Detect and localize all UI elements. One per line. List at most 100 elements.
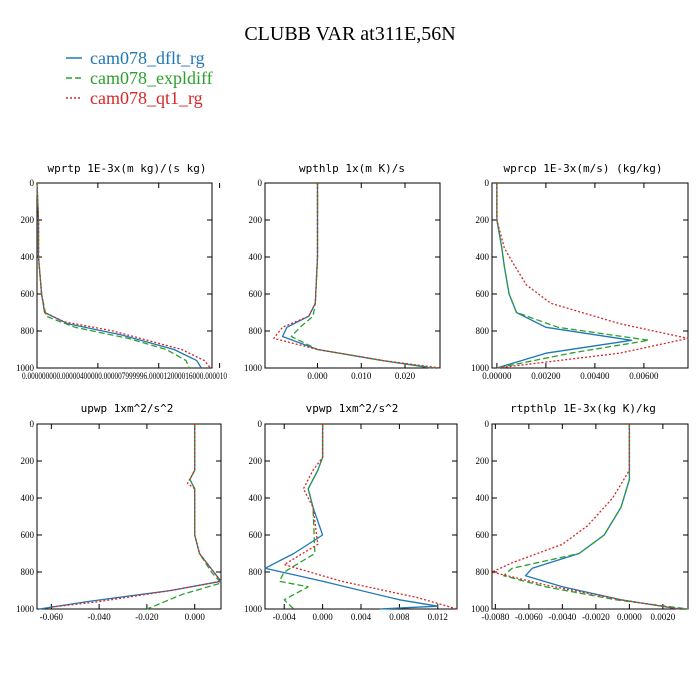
panel-title-vpwp: vpwp 1xm^2/s^2 — [306, 402, 399, 415]
series-line-cam078-qt1-rg — [491, 424, 680, 610]
x-tick-label: -0.020 — [135, 612, 159, 622]
y-tick-label: 600 — [476, 530, 490, 540]
series-line-cam078-dflt-rg — [496, 183, 633, 369]
y-tick-label: 1000 — [471, 363, 490, 373]
x-tick-label: 0.0020 — [650, 612, 675, 622]
series-line-cam078-dflt-rg — [281, 183, 432, 369]
y-tick-label: 1000 — [471, 604, 490, 614]
panel-title-wprtp: wprtp 1E-3x(m kg)/(s kg) — [48, 162, 207, 175]
series-line-cam078-qt1-rg — [36, 182, 212, 369]
y-tick-label: 600 — [21, 530, 35, 540]
y-tick-label: 800 — [476, 567, 490, 577]
x-tick-label: 0.000 — [307, 371, 328, 381]
y-tick-label: 400 — [21, 493, 35, 503]
panel-title-rtpthlp: rtpthlp 1E-3x(kg K)/kg — [510, 402, 656, 415]
panel-title-wpthlp: wpthlp 1x(m K)/s — [299, 162, 405, 175]
y-tick-label: 600 — [249, 530, 263, 540]
plot-frame — [264, 182, 441, 369]
panel-vpwp: vpwp 1xm^2/s^2 0 200 400 600 800 1000 -0.004 0.… — [244, 402, 458, 622]
x-tick-label: 0.0000 — [617, 612, 642, 622]
x-tick-label: -0.040 — [88, 612, 112, 622]
y-tick-label: 200 — [21, 215, 35, 225]
y-tick-label: 0 — [30, 178, 35, 188]
y-tick-label: 1000 — [244, 604, 263, 614]
y-tick-label: 800 — [249, 567, 263, 577]
panel-wprtp: wprtp 1E-3x(m kg)/(s kg) 0 200 400 600 800 10… — [16, 162, 227, 381]
x-tick-label: 0.004 — [351, 612, 372, 622]
panel-rtpthlp: rtpthlp 1E-3x(kg K)/kg 0 200 400 600 800 1000… — [471, 402, 689, 622]
x-tick-label: -0.0080 — [481, 612, 509, 622]
x-tick-label: 0.000 — [185, 612, 206, 622]
y-tick-label: 0 — [258, 419, 263, 429]
x-tick-label: 0.020 — [395, 371, 416, 381]
series-line-cam078-dflt-rg — [524, 424, 680, 610]
y-tick-label: 800 — [476, 326, 490, 336]
panel-wprcp: wprcp 1E-3x(m/s) (kg/kg) 0 200 400 600 800 10… — [471, 162, 689, 381]
series-line-cam078-expldiff — [36, 182, 190, 369]
series-line-cam078-qt1-rg — [273, 183, 441, 369]
x-tick-label: 0.010 — [351, 371, 372, 381]
series-line-cam078-expldiff — [278, 424, 324, 610]
y-tick-label: 0 — [258, 178, 263, 188]
legend-label-qt1: cam078_qt1_rg — [90, 88, 203, 108]
legend-label-dflt: cam078_dflt_rg — [90, 48, 205, 68]
series-line-cam078-qt1-rg — [51, 424, 222, 608]
panel-title-upwp: upwp 1xm^2/s^2 — [81, 402, 174, 415]
legend: cam078_dflt_rg cam078_expldiff cam078_qt… — [66, 48, 213, 108]
series-line-cam078-expldiff — [496, 183, 650, 369]
y-tick-label: 600 — [21, 289, 35, 299]
series-line-cam078-qt1-rg — [283, 424, 458, 610]
plot-frame — [491, 182, 689, 369]
series-line-cam078-dflt-rg — [264, 424, 439, 610]
y-tick-label: 1000 — [16, 363, 35, 373]
x-tick-label: 0.00400 — [580, 371, 610, 381]
plot-frame — [36, 423, 222, 610]
series-line-cam078-dflt-rg — [39, 424, 222, 610]
y-tick-label: 800 — [21, 567, 35, 577]
x-tick-labels-overlap: 0.000000000.00000400000.000007999996.000… — [22, 371, 227, 381]
plot-frame — [264, 423, 458, 610]
panel-wpthlp: wpthlp 1x(m K)/s 0 200 400 600 800 1000 0.000 0… — [244, 162, 441, 381]
x-tick-label: -0.0020 — [582, 612, 610, 622]
y-tick-label: 0 — [30, 419, 35, 429]
y-tick-label: 0 — [485, 419, 490, 429]
y-tick-label: 200 — [21, 456, 35, 466]
x-tick-label: 0.00600 — [629, 371, 659, 381]
y-tick-label: 400 — [249, 493, 263, 503]
y-tick-label: 800 — [249, 326, 263, 336]
x-tick-label: 0.012 — [428, 612, 448, 622]
y-tick-label: 400 — [476, 252, 490, 262]
x-tick-label: 0.00000 — [482, 371, 512, 381]
legend-label-expldiff: cam078_expldiff — [90, 68, 213, 88]
panel-title-wprcp: wprcp 1E-3x(m/s) (kg/kg) — [504, 162, 663, 175]
x-tick-label: 0.000 — [312, 612, 333, 622]
series-line-cam078-qt1-rg — [496, 183, 689, 369]
y-tick-label: 400 — [249, 252, 263, 262]
y-tick-label: 600 — [249, 289, 263, 299]
series-line-cam078-expldiff — [503, 424, 689, 610]
x-tick-label: 0.008 — [389, 612, 410, 622]
y-tick-label: 200 — [476, 456, 490, 466]
y-tick-label: 1000 — [16, 604, 35, 614]
x-tick-label: -0.0040 — [548, 612, 576, 622]
y-tick-label: 400 — [21, 252, 35, 262]
y-tick-label: 200 — [249, 215, 263, 225]
series-line-cam078-dflt-rg — [36, 182, 202, 369]
y-tick-label: 400 — [476, 493, 490, 503]
y-tick-label: 600 — [476, 289, 490, 299]
plot-frame — [36, 182, 213, 369]
series-line-cam078-expldiff — [146, 424, 222, 610]
y-tick-label: 1000 — [244, 363, 263, 373]
series-line-cam078-expldiff — [290, 183, 436, 369]
x-tick-label: -0.004 — [273, 612, 297, 622]
plot-frame — [491, 423, 689, 610]
y-tick-label: 0 — [485, 178, 490, 188]
y-tick-label: 800 — [21, 326, 35, 336]
figure-title: CLUBB VAR at311E,56N — [244, 23, 455, 45]
y-tick-label: 200 — [476, 215, 490, 225]
x-tick-label: 0.00200 — [531, 371, 561, 381]
x-tick-label: -0.0060 — [515, 612, 543, 622]
y-tick-label: 200 — [249, 456, 263, 466]
panel-upwp: upwp 1xm^2/s^2 0 200 400 600 800 1000 -0.060 -0… — [16, 402, 222, 622]
